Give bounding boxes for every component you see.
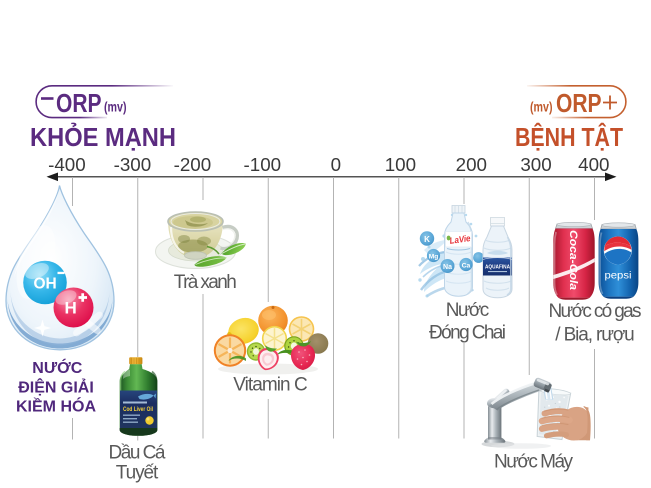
svg-text:KHỎE MẠNH: KHỎE MẠNH xyxy=(30,122,176,152)
svg-text:Ca: Ca xyxy=(462,262,471,269)
svg-text:200: 200 xyxy=(456,154,487,175)
svg-text:ĐIỆN GIẢI: ĐIỆN GIẢI xyxy=(18,377,94,396)
svg-text:Nước có gas: Nước có gas xyxy=(549,301,642,322)
svg-text:Đóng Chai: Đóng Chai xyxy=(429,323,506,344)
svg-text:ORP: ORP xyxy=(56,90,102,118)
svg-text:Coca-Cola: Coca-Cola xyxy=(567,230,579,290)
svg-text:K: K xyxy=(424,235,430,244)
svg-text:Trà xanh: Trà xanh xyxy=(174,272,237,293)
svg-text:/ Bia, rượu: / Bia, rượu xyxy=(555,325,635,346)
svg-text:(mv): (mv) xyxy=(530,100,553,115)
svg-text:-200: -200 xyxy=(174,154,212,175)
svg-text:LaVie: LaVie xyxy=(449,233,471,246)
svg-text:Na: Na xyxy=(443,264,452,271)
svg-text:Dầu Cá: Dầu Cá xyxy=(109,443,166,464)
svg-text:AQUAFINA: AQUAFINA xyxy=(485,265,510,271)
svg-text:(mv): (mv) xyxy=(104,100,127,115)
svg-text:KIỀM HÓA: KIỀM HÓA xyxy=(16,397,96,416)
svg-text:BỆNH TẬT: BỆNH TẬT xyxy=(515,122,623,152)
svg-text:400: 400 xyxy=(578,154,609,175)
svg-text:100: 100 xyxy=(385,154,416,175)
svg-text:NƯỚC: NƯỚC xyxy=(32,358,82,377)
svg-text:Nước: Nước xyxy=(446,300,490,321)
svg-text:H: H xyxy=(65,299,77,318)
svg-text:Mg: Mg xyxy=(429,253,439,260)
svg-text:Cod Liver Oil: Cod Liver Oil xyxy=(123,406,153,413)
svg-text:OH: OH xyxy=(34,276,57,293)
svg-text:-100: -100 xyxy=(244,154,282,175)
svg-text:300: 300 xyxy=(520,154,551,175)
svg-text:-400: -400 xyxy=(48,154,86,175)
svg-text:ORP: ORP xyxy=(556,90,602,118)
svg-text:pepsi: pepsi xyxy=(605,270,632,282)
svg-text:Vitamin C: Vitamin C xyxy=(233,375,308,396)
svg-text:0: 0 xyxy=(331,154,341,175)
svg-text:-300: -300 xyxy=(114,154,152,175)
svg-text:Tuyết: Tuyết xyxy=(116,463,159,484)
svg-text:Nước Máy: Nước Máy xyxy=(494,452,574,473)
